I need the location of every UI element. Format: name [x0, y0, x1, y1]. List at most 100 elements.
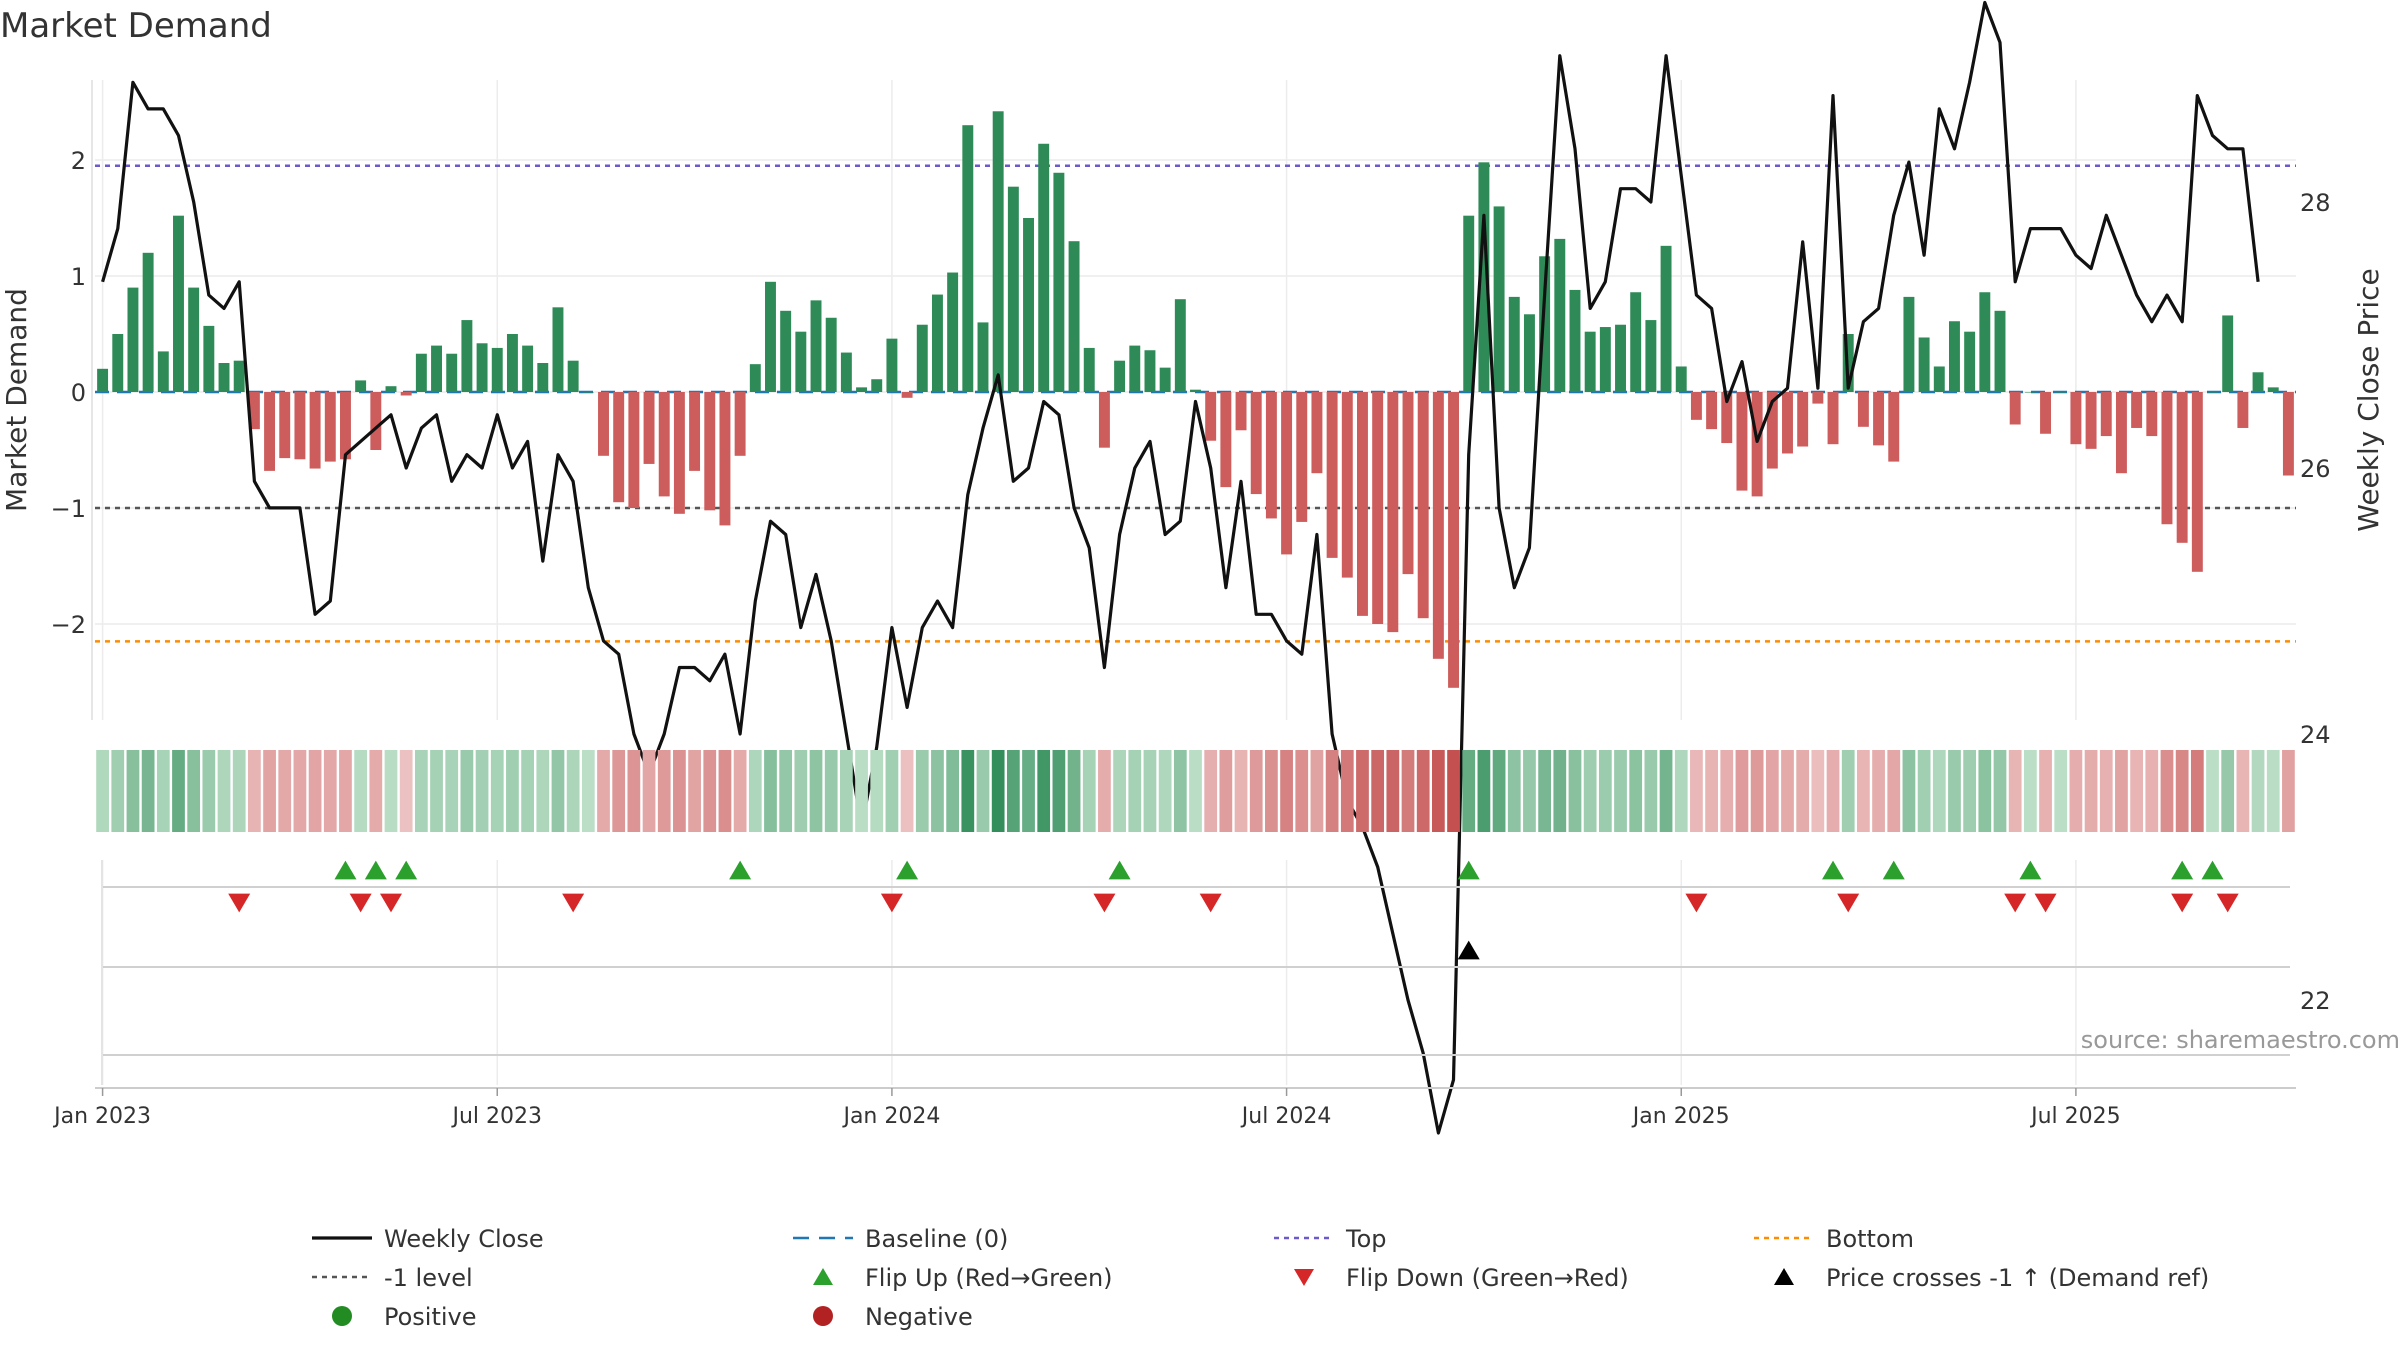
heat-cell [748, 750, 762, 832]
legend-label: Flip Down (Green→Red) [1346, 1264, 1629, 1292]
demand-bar [309, 392, 321, 469]
demand-bar [552, 307, 564, 392]
heat-cell [1006, 750, 1020, 832]
heat-cell [1447, 750, 1460, 832]
demand-bar [1812, 392, 1824, 404]
heat-cell [612, 750, 626, 832]
heat-cell [1857, 750, 1870, 832]
flip-down-marker [1199, 893, 1222, 913]
demand-bar [1918, 337, 1930, 392]
y-tick-label: 2 [71, 147, 86, 175]
demand-bar [1250, 392, 1262, 495]
demand-bar [992, 111, 1004, 392]
heat-cell [2206, 750, 2219, 832]
heat-cell [96, 750, 109, 832]
heat-cell [1128, 750, 1142, 832]
y-tick-label: −1 [51, 495, 86, 523]
axes: 2 1 0 −1 −2 28 26 24 22 Jan 2023 Jul 2023 Jan 2024 J… [51, 80, 2331, 1129]
heat-cell [1735, 750, 1749, 832]
heat-cell [293, 750, 307, 832]
heat-cell [1750, 750, 1764, 832]
heat-cell [1598, 750, 1612, 832]
demand-bar [1129, 345, 1141, 392]
x-tick-label: Jul 2025 [2029, 1104, 2121, 1129]
heat-cell [1052, 750, 1066, 832]
demand-bar [218, 363, 230, 392]
heat-cell [475, 750, 489, 832]
heat-cell [673, 750, 686, 832]
heat-cell [733, 750, 747, 832]
heat-cell [506, 750, 519, 832]
flip-down-marker [1093, 893, 1116, 913]
demand-bar [1159, 367, 1171, 392]
heat-cell [566, 750, 580, 832]
demand-bar [339, 392, 351, 460]
heat-cell [399, 750, 413, 832]
heat-cell [1993, 750, 2007, 832]
demand-bar [1690, 392, 1702, 420]
heat-cell [1963, 750, 1977, 832]
heat-cell [172, 750, 185, 832]
demand-bar [1994, 310, 2006, 392]
demand-bar [582, 392, 594, 393]
heat-cell [2145, 750, 2159, 832]
y-tick-label: −2 [51, 611, 86, 639]
flip-down-marker [2171, 893, 2194, 913]
x-tick-label: Jan 2025 [1631, 1104, 1730, 1129]
demand-bar [810, 300, 822, 392]
legend-item: Weekly Close [312, 1225, 544, 1253]
legend-swatch-price-cross [1774, 1268, 1794, 1285]
demand-bar [871, 379, 883, 392]
demand-bar [613, 392, 625, 503]
heat-cell [111, 750, 125, 832]
heat-cell [141, 750, 155, 832]
legend-item: Positive [332, 1303, 477, 1331]
heat-cell [2160, 750, 2174, 832]
demand-bar [1797, 392, 1809, 447]
demand-bar [461, 320, 473, 392]
demand-bar [901, 392, 913, 398]
y2-tick-label: 22 [2300, 987, 2331, 1015]
demand-bar [522, 345, 534, 392]
demand-bar [2024, 392, 2036, 393]
demand-bar [2191, 392, 2203, 572]
heat-cell [1796, 750, 1810, 832]
heat-cell [1583, 750, 1597, 832]
demand-bar [977, 322, 989, 392]
legend-item: Flip Down (Green→Red) [1294, 1264, 1629, 1292]
heat-cell [1325, 750, 1339, 832]
demand-bar [947, 272, 959, 392]
heat-cell [536, 750, 550, 832]
demand-bar [2055, 392, 2067, 393]
demand-bar [2252, 372, 2264, 392]
demand-bar [2131, 392, 2143, 428]
heat-cell [1705, 750, 1718, 832]
heat-cell [551, 750, 565, 832]
heat-cell [1948, 750, 1961, 832]
demand-bar [2207, 392, 2218, 393]
demand-bar [1569, 289, 1581, 392]
heat-cell [976, 750, 990, 832]
demand-bar [1645, 320, 1657, 392]
heat-cell [1690, 750, 1703, 832]
flip-down-marker [562, 893, 585, 913]
x-tick-label: Jan 2023 [52, 1104, 151, 1129]
demand-bar [2085, 392, 2097, 449]
demand-bar [1630, 292, 1642, 392]
heat-cell [2023, 750, 2037, 832]
heat-cell [1356, 750, 1369, 832]
demand-bar [279, 392, 291, 459]
y-tick-label: 0 [71, 379, 86, 407]
heat-cell [2282, 750, 2295, 832]
heat-cell [1538, 750, 1551, 832]
heat-cell [1340, 750, 1354, 832]
heat-cell [1416, 750, 1430, 832]
demand-bar [749, 364, 761, 392]
heat-cell [460, 750, 474, 832]
demand-bar [2009, 392, 2021, 425]
y2-tick-label: 28 [2300, 189, 2331, 217]
x-tick-label: Jan 2024 [841, 1104, 940, 1129]
demand-bar [1675, 366, 1687, 392]
demand-bar [157, 351, 169, 392]
demand-bar [1903, 296, 1915, 392]
